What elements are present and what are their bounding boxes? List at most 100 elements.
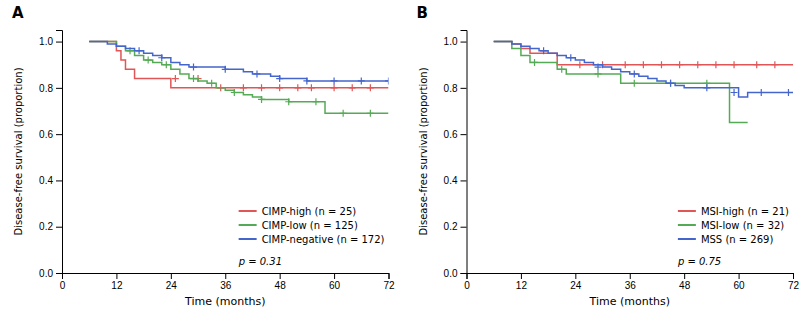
censor-mark [712, 61, 719, 68]
censor-mark [595, 64, 602, 71]
x-axis-tick-mark [684, 273, 685, 279]
censor-mark [771, 61, 778, 68]
x-axis-tick: 48 [275, 273, 287, 291]
legend-label: MSI-high (n = 21) [701, 206, 789, 217]
legend: MSI-high (n = 21) MSI-low (n = 32) MSS (n … [678, 206, 789, 245]
x-axis-tick-mark [389, 273, 390, 279]
x-axis-tick-mark [739, 273, 740, 279]
censor-mark [253, 70, 260, 77]
censor-mark [312, 98, 319, 105]
censor-mark [303, 77, 310, 84]
y-axis-title: Disease-free survival (proportion) [13, 67, 24, 235]
y-axis-tick-label: 0.6 [39, 129, 53, 140]
censor-mark [240, 84, 247, 91]
y-axis-tick-mark [56, 273, 62, 274]
y-axis-tick-mark [461, 273, 467, 274]
y-axis-tick-label: 0.2 [39, 221, 53, 232]
x-axis-tick-mark [116, 273, 117, 279]
x-axis-tick: 0 [60, 273, 66, 291]
censor-mark [658, 61, 665, 68]
y-axis-tick-label: 0.0 [39, 268, 53, 279]
x-axis-tick: 24 [570, 273, 582, 291]
panel-label: B [417, 4, 428, 22]
censor-mark [222, 66, 229, 73]
x-axis-tick-mark [630, 273, 631, 279]
censor-mark [258, 96, 265, 103]
x-axis-title: Time (months) [184, 295, 265, 308]
legend-swatch [678, 224, 696, 226]
censor-mark [540, 47, 547, 54]
censor-mark [276, 75, 283, 82]
censor-mark [331, 77, 338, 84]
y-axis-tick-label: 0.8 [444, 83, 458, 94]
x-axis: 0122436486072 [464, 273, 799, 291]
censor-mark [285, 98, 292, 105]
y-axis-tick-mark [461, 88, 467, 89]
y-axis-tick-mark [56, 134, 62, 135]
censor-mark [640, 61, 647, 68]
y-axis-title: Disease-free survival (proportion) [418, 67, 429, 235]
legend-item: MSS (n = 269) [678, 234, 774, 245]
p-value: p = 0.31 [238, 256, 282, 267]
legend-item: MSI-high (n = 21) [678, 206, 789, 217]
x-axis-title: Time (months) [589, 295, 670, 308]
censor-mark [785, 89, 792, 96]
x-axis-domain [63, 274, 390, 280]
legend-item: CIMP-high (n = 25) [239, 206, 357, 217]
y-axis-tick-label: 1.0 [444, 36, 458, 47]
censor-mark [367, 84, 374, 91]
x-axis-tick: 72 [788, 273, 800, 291]
x-axis-tick: 72 [383, 273, 395, 291]
x-axis-tick-label: 48 [679, 280, 691, 291]
y-axis-tick-label: 0.4 [444, 175, 458, 186]
x-axis-tick-label: 24 [166, 280, 178, 291]
y-axis-tick: 0.6 [444, 129, 467, 140]
censor-mark [358, 77, 365, 84]
censor-mark [731, 61, 738, 68]
y-axis-tick-mark [56, 180, 62, 181]
x-axis-tick-label: 0 [464, 280, 470, 291]
censor-mark [331, 84, 338, 91]
y-axis: 0.00.20.40.60.81.0 [39, 31, 62, 279]
x-axis-tick: 12 [111, 273, 123, 291]
x-axis-tick: 12 [516, 273, 528, 291]
y-axis-tick-mark [461, 227, 467, 228]
x-axis-tick: 60 [329, 273, 341, 291]
survival-line [89, 42, 388, 81]
x-axis-tick: 36 [220, 273, 232, 291]
y-axis-tick-mark [56, 88, 62, 89]
censor-mark [158, 54, 165, 61]
y-axis-tick-label: 0.6 [444, 129, 458, 140]
x-axis-tick-mark [280, 273, 281, 279]
legend-swatch [678, 210, 696, 212]
x-axis-tick-mark [334, 273, 335, 279]
x-axis-tick: 48 [679, 273, 691, 291]
x-axis-domain [467, 274, 794, 280]
censor-mark [576, 61, 583, 68]
censor-mark [622, 61, 629, 68]
y-axis-tick: 0.2 [444, 221, 467, 232]
censor-mark [631, 70, 638, 77]
censor-mark [758, 89, 765, 96]
censor-mark [172, 75, 179, 82]
x-axis-tick: 60 [734, 273, 746, 291]
censor-mark [558, 66, 565, 73]
legend-swatch [678, 238, 696, 240]
x-axis-tick-label: 12 [516, 280, 528, 291]
x-axis: 0 12 24 36 48 60 72 [60, 273, 395, 291]
panel: 01224364860720.00.20.40.60.81.0Time (mon… [417, 4, 800, 308]
censor-mark [667, 80, 674, 87]
x-axis-tick-mark [793, 273, 794, 279]
censor-mark [567, 54, 574, 61]
y-axis-tick-label: 0.0 [444, 268, 458, 279]
y-axis-tick: 0.0 [444, 268, 467, 279]
censor-mark [145, 57, 152, 64]
legend-swatch [239, 210, 257, 212]
censor-mark [163, 61, 170, 68]
plot-area [494, 42, 793, 123]
y-axis-tick-mark [56, 42, 62, 43]
plot-area [89, 42, 388, 117]
figure: 0 12 24 36 48 60 72 0.0 0.2 0.4 0.6 0.8 1.0 Time (mon… [0, 0, 809, 313]
legend-item: MSI-low (n = 32) [678, 220, 784, 231]
censor-mark [367, 110, 374, 117]
